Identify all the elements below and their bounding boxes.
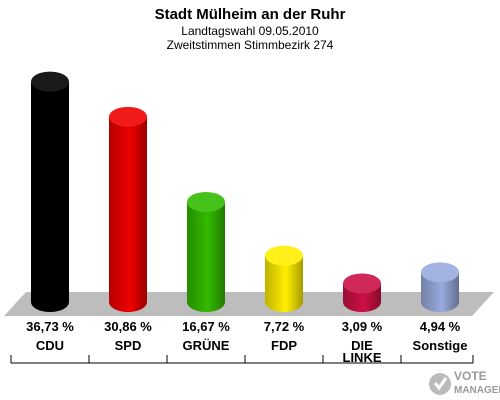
bar [31,71,69,313]
chart-title: Stadt Mülheim an der Ruhr [155,6,346,23]
chart-subtitle-1: Landtagswahl 09.05.2010 [181,24,319,38]
bar-top [421,262,459,283]
bar-top [343,273,381,294]
category-label: FDP [271,338,297,353]
chart-subtitle-2: Zweitstimmen Stimmbezirk 274 [167,38,334,52]
bar-top [31,71,69,92]
category-label: GRÜNE [183,338,230,353]
labels-group: 36,73 % CDU 30,86 % SPD 16,67 % GRÜNE 7,72 % FD… [26,319,467,365]
bar-body [265,255,303,312]
bar-top [187,191,225,212]
vote-manager-logo: VOTE MANAGER [429,369,500,396]
watermark-line-2: MANAGER [454,385,500,396]
value-label: 36,73 % [26,319,74,334]
bars-group [31,71,459,313]
bar-body [109,116,147,312]
bar [265,245,303,312]
category-label: DIE [351,338,373,353]
vote-manager-logo-icon [429,373,451,395]
category-label: LINKE [343,350,382,365]
chart-floor [4,292,494,316]
bar [343,273,381,312]
category-label: Sonstige [413,338,468,353]
bar-body [31,81,69,313]
value-label: 4,94 % [420,319,461,334]
category-label: CDU [36,338,64,353]
bar [187,191,225,312]
value-label: 16,67 % [182,319,230,334]
value-label: 7,72 % [264,319,305,334]
bar-top [265,245,303,266]
bar [109,106,147,312]
value-label: 30,86 % [104,319,152,334]
bar-top [109,106,147,127]
bar-body [187,201,225,312]
category-axis [10,355,474,364]
watermark-line-1: VOTE [454,369,487,383]
bar [421,262,459,312]
value-label: 3,09 % [342,319,383,334]
bar-body [421,272,459,312]
category-label: SPD [115,338,142,353]
